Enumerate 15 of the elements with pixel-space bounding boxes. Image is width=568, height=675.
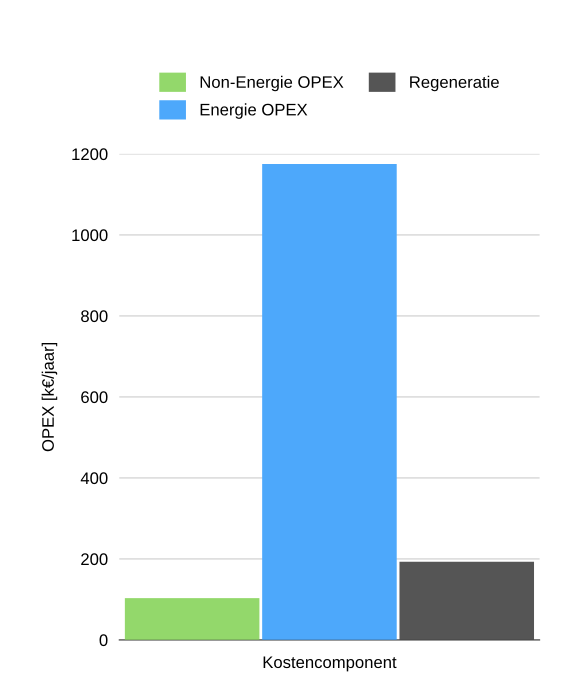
legend-label: Non-Energie OPEX xyxy=(200,76,344,92)
y-tick-label: 600 xyxy=(81,391,108,404)
y-tick-label: 1000 xyxy=(72,229,108,242)
bar xyxy=(124,598,260,640)
bar xyxy=(262,164,397,640)
y-tick-label: 1200 xyxy=(72,148,108,160)
y-tick-label: 0 xyxy=(100,634,108,646)
y-tick-label: 400 xyxy=(80,472,108,484)
bar xyxy=(399,562,534,640)
x-axis-title: Kostencomponent xyxy=(264,656,396,672)
y-axis-title: OPEX [k€/jaar] xyxy=(42,342,58,452)
y-tick-label: 200 xyxy=(81,553,108,566)
legend-label: Regeneratie xyxy=(410,76,499,92)
y-tick-label: 800 xyxy=(81,310,108,322)
legend-label: Energie OPEX xyxy=(200,103,308,119)
